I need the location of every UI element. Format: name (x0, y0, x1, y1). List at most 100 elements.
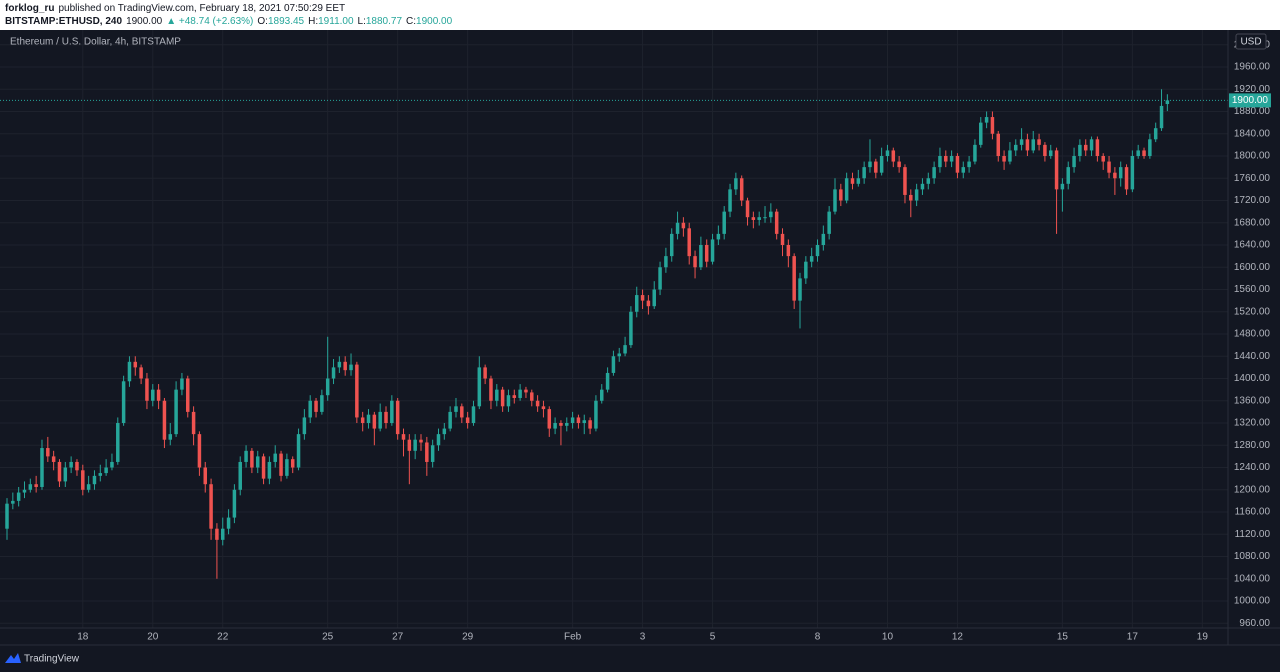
candle-body (856, 178, 861, 184)
change: ▲ +48.74 (+2.63%) (166, 16, 253, 27)
candle-body (1153, 128, 1158, 140)
candle-body (1148, 139, 1152, 156)
c-label: C: (406, 16, 416, 27)
candle-body (46, 448, 50, 457)
candle-body (460, 406, 464, 418)
candle-body (967, 161, 971, 168)
y-tick-label: 1040.00 (1234, 573, 1271, 584)
chart-title: Ethereum / U.S. Dollar, 4h, BITSTAMP (10, 37, 181, 48)
candle-body (413, 439, 417, 451)
candle-body (22, 489, 27, 493)
candle-body (949, 155, 954, 162)
candle-body (121, 381, 126, 424)
candle-body (693, 256, 697, 268)
logo (5, 653, 21, 663)
candle-body (506, 395, 511, 407)
candle-body (623, 345, 627, 354)
candle-body (372, 414, 377, 429)
candle-body (86, 484, 91, 490)
candle-body (151, 389, 155, 401)
candle-body (512, 395, 517, 398)
currency-box (1235, 33, 1267, 50)
o-value: 1893.45 (268, 16, 305, 27)
x-tick-label: 10 (882, 632, 894, 643)
candle-body (798, 278, 802, 301)
candle-body (232, 489, 237, 518)
candle-body (979, 122, 983, 145)
candle-body (710, 239, 715, 262)
candle-body (576, 417, 581, 424)
candle-body (652, 289, 656, 307)
candle-body (570, 417, 575, 424)
candle-body (34, 484, 38, 487)
x-tick-label: 20 (147, 632, 159, 643)
candle-body (1008, 150, 1012, 162)
candle-body (261, 456, 266, 479)
candle-body (874, 161, 878, 173)
y-tick-label: 1520.00 (1234, 306, 1271, 317)
candle-body (1095, 139, 1100, 156)
candle-body (1037, 139, 1041, 145)
candle-body (331, 367, 336, 379)
h-value: 1911.00 (318, 16, 354, 27)
candle-body (11, 500, 15, 504)
price: 1900.00 (126, 16, 163, 27)
candle-body (57, 461, 62, 482)
candle-body (320, 395, 324, 412)
candle-body (401, 434, 406, 440)
candle-body (879, 155, 884, 173)
candle-body (722, 211, 726, 234)
candle-body (296, 434, 301, 468)
candle-body (384, 411, 388, 424)
candle-body (553, 423, 557, 429)
candle-body (704, 245, 709, 262)
candle-body (751, 217, 756, 220)
candle-body (255, 456, 260, 468)
candle-body (920, 183, 925, 190)
candle-body (1083, 144, 1088, 151)
candle-body (174, 389, 178, 435)
candle-body (1124, 167, 1129, 190)
candle-body (116, 423, 120, 462)
candle-body (885, 150, 890, 156)
h-label: H: (308, 16, 318, 27)
x-tick-label: 19 (1197, 632, 1209, 643)
y-tick-label: 960.00 (1239, 618, 1270, 629)
l-label: L: (358, 16, 366, 27)
candle-body (944, 155, 948, 162)
candle-body (932, 167, 936, 179)
candle-body (489, 378, 493, 401)
published: published on TradingView.com, February 1… (58, 3, 345, 14)
y-tick-label: 1720.00 (1234, 195, 1271, 206)
candle-body (588, 420, 592, 429)
candle-body (1118, 167, 1123, 179)
candle-body (407, 439, 412, 451)
candle-body (769, 211, 773, 218)
candle-body (664, 256, 668, 268)
candle-body (640, 295, 645, 301)
candle-body (914, 189, 919, 201)
candle-body (605, 372, 610, 390)
axes: 960.00 1000.00 1040.00 1080.00 1120.00 1160.0… (77, 39, 1271, 643)
candle-body (495, 389, 499, 401)
candle-body (203, 467, 207, 485)
candle-body (926, 178, 931, 184)
candle-body (850, 178, 855, 184)
candle-body (897, 161, 901, 168)
candle-body (809, 256, 814, 262)
candle-body (127, 361, 132, 382)
candle-body (524, 389, 528, 393)
candle-body (973, 144, 977, 162)
candle-body (98, 473, 103, 476)
candle-body (909, 194, 913, 201)
candle-body (996, 133, 1001, 156)
candle-body (530, 392, 534, 401)
candle-body (69, 461, 73, 468)
candle-body (774, 211, 779, 234)
brand: TradingView (24, 654, 80, 665)
candle-body (582, 420, 587, 424)
candle-body (1101, 155, 1105, 162)
candle-body (600, 389, 604, 401)
